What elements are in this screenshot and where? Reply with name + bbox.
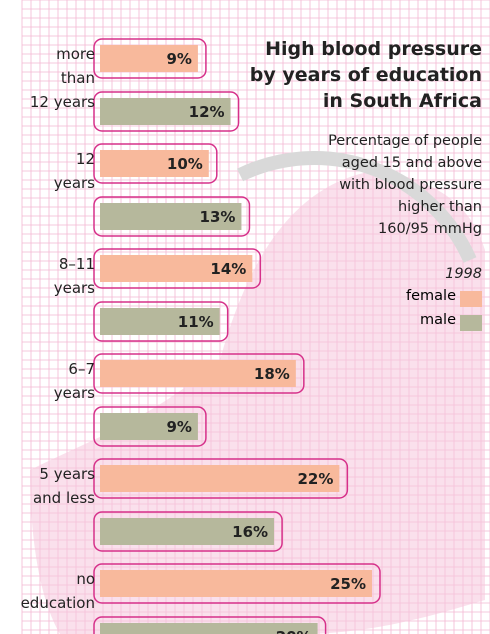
- legend-swatch: [460, 291, 482, 307]
- value-label: 14%: [210, 260, 246, 278]
- value-label: 16%: [232, 523, 268, 541]
- category-label: no education: [20, 570, 95, 612]
- bar-outline: [93, 248, 262, 289]
- bar-outline: [93, 406, 207, 447]
- bar: [100, 255, 253, 282]
- decor-arc: [236, 150, 477, 263]
- bar: [100, 623, 318, 634]
- chart-title: High blood pressure by years of educatio…: [249, 38, 482, 112]
- chart-subtitle: Percentage of people aged 15 and above w…: [328, 133, 482, 237]
- value-label: 9%: [166, 418, 191, 436]
- bar-outline: [93, 353, 305, 394]
- category-label: more than 12 years: [29, 45, 95, 111]
- bar: [100, 308, 220, 335]
- category-label: 12 years: [53, 150, 95, 192]
- bar-outline: [93, 91, 240, 132]
- bar: [100, 413, 198, 440]
- value-label: 13%: [200, 208, 236, 226]
- value-label: 12%: [189, 103, 225, 121]
- bar: [100, 203, 242, 230]
- category-label: 8–11 years: [53, 255, 95, 297]
- value-label: 25%: [330, 575, 366, 593]
- bar: [100, 465, 340, 492]
- value-label: 22%: [297, 470, 333, 488]
- bar-outline: [93, 196, 251, 237]
- bar: [100, 360, 296, 387]
- bar-outline: [93, 38, 207, 79]
- category-label: 6–7 years: [53, 360, 95, 402]
- bar: [100, 98, 231, 125]
- value-label: 18%: [254, 365, 290, 383]
- legend-label: male: [420, 312, 456, 328]
- bar-outline: [93, 616, 327, 634]
- bar-outline: [93, 458, 349, 499]
- bar-outline: [93, 143, 218, 184]
- bar-outline: [93, 511, 283, 552]
- legend-swatch: [460, 315, 482, 331]
- bar: [100, 518, 275, 545]
- value-label: 10%: [167, 155, 203, 173]
- value-label: 11%: [178, 313, 214, 331]
- legend-label: female: [406, 288, 456, 304]
- bar: [100, 570, 372, 597]
- bar-outline: [93, 563, 381, 604]
- value-label: 9%: [166, 50, 191, 68]
- bar: [100, 150, 209, 177]
- bar: [100, 45, 198, 72]
- bars: 9% 12% 10% 13% 14% 11% 18% 9% 22% 16% 25% 20%: [93, 38, 381, 634]
- category-label: 5 years and less: [32, 465, 95, 507]
- value-label: 20%: [276, 628, 312, 634]
- bar-outline: [93, 301, 229, 342]
- chart-year: 1998: [445, 266, 482, 282]
